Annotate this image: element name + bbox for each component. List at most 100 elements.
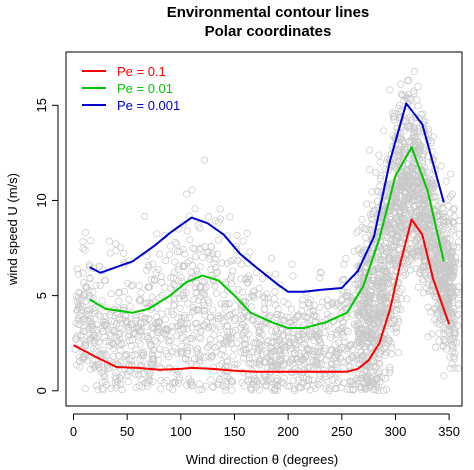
scatter-point [149, 260, 157, 268]
scatter-point [449, 260, 457, 268]
scatter-point [188, 186, 196, 194]
scatter-point [346, 377, 354, 385]
scatter-point [131, 370, 139, 378]
scatter-point [226, 213, 234, 221]
scatter-point [376, 378, 384, 386]
scatter-point [390, 220, 398, 228]
scatter-point [125, 295, 133, 303]
scatter-point [164, 308, 172, 316]
scatter-point [228, 386, 236, 394]
scatter-point [413, 96, 421, 104]
scatter-point [342, 326, 350, 334]
scatter-point [86, 275, 94, 283]
scatter-point [251, 374, 259, 383]
scatter-point [393, 306, 401, 314]
scatter-point [147, 341, 155, 349]
scatter-point [207, 322, 215, 330]
scatter-point [371, 206, 379, 214]
scatter-point [263, 378, 271, 386]
scatter-point [429, 133, 437, 141]
scatter-point [299, 374, 308, 382]
scatter-point [98, 368, 106, 377]
scatter-point [407, 188, 415, 196]
scatter-point [93, 325, 101, 334]
scatter-point [349, 311, 357, 319]
scatter-point [340, 338, 348, 346]
scatter-point [357, 347, 365, 356]
scatter-point [81, 384, 89, 393]
scatter-point [94, 386, 102, 394]
scatter-point [174, 379, 183, 387]
scatter-point [408, 116, 416, 124]
scatter-point [414, 83, 422, 91]
scatter-point [345, 343, 353, 351]
scatter-point [225, 375, 234, 383]
scatter-point [174, 314, 182, 322]
scatter-point [73, 306, 81, 314]
scatter-point [344, 345, 352, 353]
scatter-point [112, 246, 120, 254]
scatter-point [299, 312, 308, 320]
scatter-point [96, 281, 104, 290]
scatter-point [195, 246, 203, 254]
scatter-point [132, 314, 140, 322]
scatter-point [166, 250, 174, 258]
scatter-point [102, 337, 110, 345]
scatter-point [445, 220, 453, 228]
scatter-point [354, 337, 362, 345]
scatter-point [167, 274, 175, 282]
scatter-point [449, 344, 457, 352]
scatter-point [220, 291, 228, 299]
scatter-point [177, 274, 185, 282]
scatter-point [424, 303, 432, 311]
scatter-point [272, 301, 280, 309]
scatter-point [201, 311, 209, 319]
scatter-point [195, 354, 203, 362]
scatter-point [143, 266, 151, 274]
scatter-point [124, 378, 132, 386]
scatter-point [382, 270, 390, 278]
scatter-point [368, 343, 376, 352]
scatter-point [424, 234, 433, 242]
scatter-point [153, 230, 161, 238]
scatter-point [410, 89, 418, 97]
scatter-point [354, 326, 362, 334]
scatter-point [166, 383, 174, 391]
scatter-point [177, 350, 185, 358]
scatter-point [412, 265, 420, 273]
scatter-point [418, 188, 426, 196]
scatter-point [324, 322, 332, 330]
scatter-point [417, 194, 425, 202]
scatter-point [148, 355, 156, 363]
scatter-point [237, 348, 245, 356]
scatter-point [304, 351, 312, 359]
scatter-point [162, 347, 170, 355]
scatter-point [228, 377, 236, 385]
scatter-point [296, 357, 304, 366]
scatter-point [222, 337, 230, 345]
scatter-point [398, 147, 406, 155]
scatter-point [333, 300, 341, 308]
scatter-point [218, 359, 226, 368]
scatter-point [435, 320, 444, 328]
scatter-point [154, 265, 162, 273]
scatter-point [451, 258, 460, 266]
scatter-point [365, 317, 373, 325]
scatter-point [281, 349, 289, 357]
scatter-point [163, 377, 171, 385]
scatter-point [129, 330, 137, 338]
scatter-point [294, 312, 302, 321]
scatter-point [304, 332, 313, 340]
scatter-point [441, 326, 449, 334]
scatter-point [377, 294, 385, 302]
scatter-point [115, 297, 123, 305]
scatter-point [91, 307, 99, 315]
scatter-point [206, 255, 214, 263]
scatter-point [276, 336, 284, 345]
scatter-point [447, 331, 455, 339]
x-axis: 0 50 100 150 200 250 300 350 [70, 413, 460, 439]
scatter-point [204, 343, 212, 351]
scatter-point [400, 272, 408, 280]
scatter-point [174, 266, 182, 274]
scatter-point [192, 288, 200, 296]
